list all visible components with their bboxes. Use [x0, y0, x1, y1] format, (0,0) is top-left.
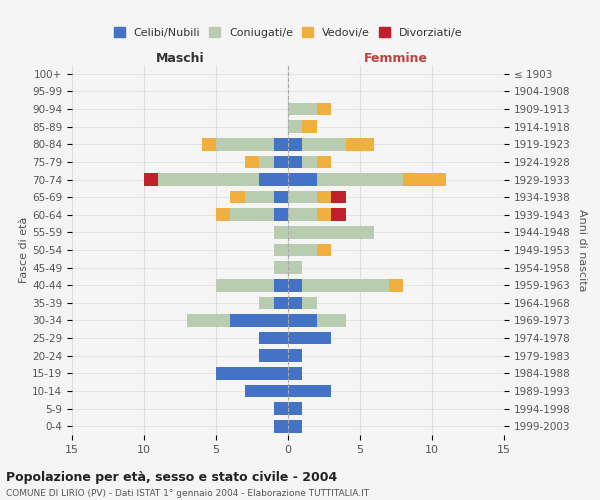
Bar: [274, 244, 288, 256]
Bar: [274, 262, 288, 274]
Bar: [317, 102, 331, 116]
Legend: Celibi/Nubili, Coniugati/e, Vedovi/e, Divorziati/e: Celibi/Nubili, Coniugati/e, Vedovi/e, Di…: [109, 22, 467, 42]
Bar: [302, 156, 317, 168]
Bar: [288, 173, 317, 186]
Bar: [403, 173, 446, 186]
Bar: [216, 279, 274, 291]
Bar: [230, 314, 288, 327]
Bar: [389, 279, 403, 291]
Bar: [259, 350, 288, 362]
Bar: [317, 314, 346, 327]
Bar: [288, 120, 302, 133]
Bar: [158, 173, 259, 186]
Bar: [274, 191, 288, 203]
Bar: [274, 279, 288, 291]
Text: Popolazione per età, sesso e stato civile - 2004: Popolazione per età, sesso e stato civil…: [6, 471, 337, 484]
Bar: [302, 138, 346, 150]
Bar: [317, 191, 331, 203]
Bar: [288, 138, 302, 150]
Bar: [317, 208, 331, 221]
Bar: [288, 208, 317, 221]
Bar: [288, 262, 302, 274]
Bar: [346, 138, 374, 150]
Bar: [259, 296, 274, 309]
Bar: [202, 138, 216, 150]
Bar: [274, 208, 288, 221]
Text: COMUNE DI LIRIO (PV) - Dati ISTAT 1° gennaio 2004 - Elaborazione TUTTITALIA.IT: COMUNE DI LIRIO (PV) - Dati ISTAT 1° gen…: [6, 489, 369, 498]
Bar: [216, 138, 274, 150]
Bar: [230, 191, 245, 203]
Bar: [288, 156, 302, 168]
Bar: [302, 120, 317, 133]
Bar: [317, 156, 331, 168]
Bar: [317, 173, 403, 186]
Bar: [245, 156, 259, 168]
Bar: [331, 208, 346, 221]
Y-axis label: Fasce di età: Fasce di età: [19, 217, 29, 283]
Bar: [245, 191, 274, 203]
Bar: [288, 191, 317, 203]
Bar: [274, 138, 288, 150]
Bar: [259, 332, 288, 344]
Text: Femmine: Femmine: [364, 52, 428, 65]
Bar: [187, 314, 230, 327]
Bar: [288, 384, 331, 398]
Bar: [274, 226, 288, 238]
Bar: [288, 296, 302, 309]
Bar: [216, 208, 230, 221]
Bar: [274, 296, 288, 309]
Bar: [331, 191, 346, 203]
Bar: [317, 244, 331, 256]
Bar: [144, 173, 158, 186]
Bar: [302, 296, 317, 309]
Bar: [302, 279, 389, 291]
Bar: [288, 314, 317, 327]
Bar: [288, 350, 302, 362]
Bar: [274, 402, 288, 415]
Bar: [216, 367, 288, 380]
Bar: [288, 226, 374, 238]
Bar: [288, 102, 317, 116]
Bar: [259, 173, 288, 186]
Bar: [288, 402, 302, 415]
Bar: [288, 367, 302, 380]
Bar: [259, 156, 274, 168]
Bar: [274, 420, 288, 432]
Bar: [230, 208, 274, 221]
Bar: [288, 279, 302, 291]
Bar: [288, 332, 331, 344]
Bar: [288, 244, 317, 256]
Y-axis label: Anni di nascita: Anni di nascita: [577, 209, 587, 291]
Bar: [288, 420, 302, 432]
Text: Maschi: Maschi: [155, 52, 205, 65]
Bar: [274, 156, 288, 168]
Bar: [245, 384, 288, 398]
